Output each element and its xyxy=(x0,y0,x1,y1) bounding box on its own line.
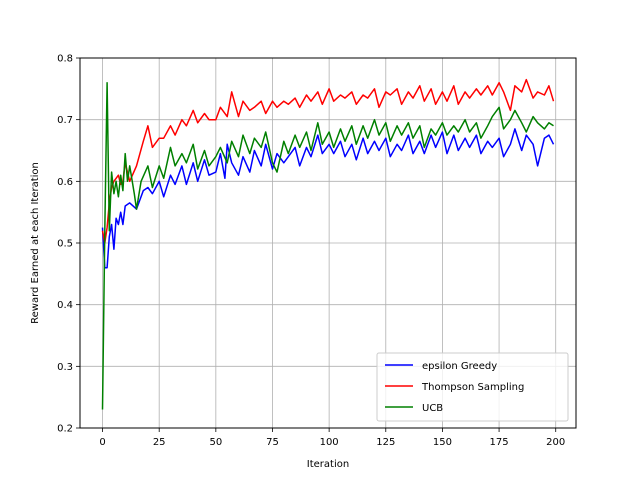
series-group xyxy=(101,78,555,410)
series-line-epsilon-greedy xyxy=(101,128,555,269)
legend-box xyxy=(376,352,569,422)
x-tick-label: 100 xyxy=(320,437,339,448)
x-tick-label: 25 xyxy=(153,437,166,448)
x-tick-label: 50 xyxy=(209,437,222,448)
legend-label-epsilon-greedy: epsilon Greedy xyxy=(422,361,497,372)
y-tick-label: 0.5 xyxy=(57,239,73,250)
y-axis-label: Reward Earned at each Iteration xyxy=(30,162,41,324)
series-line-thompson-sampling xyxy=(101,78,555,244)
legend-label-ucb: UCB xyxy=(422,403,443,414)
x-tick-label: 150 xyxy=(433,437,452,448)
y-tick-label: 0.6 xyxy=(57,177,73,188)
legend: epsilon Greedy Thompson Sampling UCB xyxy=(376,352,569,422)
x-tick-label: 200 xyxy=(546,437,565,448)
y-tick-label: 0.3 xyxy=(57,362,73,373)
ticks: 0 25 50 75 100 125 150 175 200 0.2 0.3 0.4 0.5 0.6 0.7… xyxy=(57,54,565,449)
x-tick-label: 0 xyxy=(99,437,105,448)
x-tick-label: 125 xyxy=(376,437,395,448)
x-tick-label: 75 xyxy=(266,437,279,448)
y-tick-label: 0.2 xyxy=(57,424,73,435)
x-tick-label: 175 xyxy=(490,437,509,448)
series-line-ucb xyxy=(101,81,554,410)
y-tick-label: 0.4 xyxy=(57,300,73,311)
legend-label-thompson-sampling: Thompson Sampling xyxy=(421,382,524,393)
x-axis-label: Iteration xyxy=(307,459,349,470)
y-tick-label: 0.7 xyxy=(57,115,73,126)
y-tick-label: 0.8 xyxy=(57,54,73,65)
